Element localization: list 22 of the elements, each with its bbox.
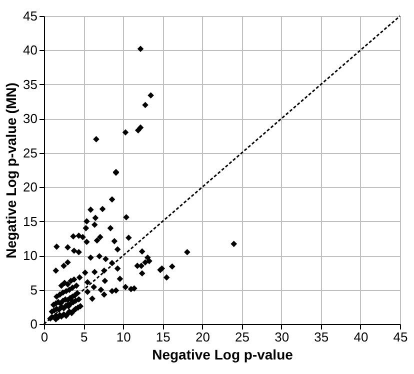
y-tick-label: 0 [30,316,38,332]
y-tick-label: 25 [23,145,38,160]
x-tick-label: 5 [80,330,88,344]
x-tick-label: 40 [354,330,368,344]
x-tick-label: 25 [235,330,250,344]
x-tick-label: 30 [274,330,290,344]
y-axis-title: Negative Log p-value (MN) [3,82,20,258]
x-tick-label: 0 [40,330,48,344]
y-tick-label: 10 [23,248,38,264]
x-tick-label: 10 [116,330,131,344]
y-tick-label: 35 [23,76,38,92]
y-tick-label: 45 [23,8,38,24]
x-tick-label: 20 [195,330,210,344]
y-tick-label: 30 [23,111,38,126]
y-tick-label: 15 [23,214,38,229]
x-tick-label: 35 [314,330,329,344]
y-tick-label: 40 [23,42,38,58]
y-tick-label: 5 [30,282,38,298]
x-tick-label: 15 [156,330,170,344]
y-tick-label: 20 [23,180,38,195]
x-axis-title: Negative Log p-value [152,346,294,362]
x-tick-label: 45 [393,330,408,344]
